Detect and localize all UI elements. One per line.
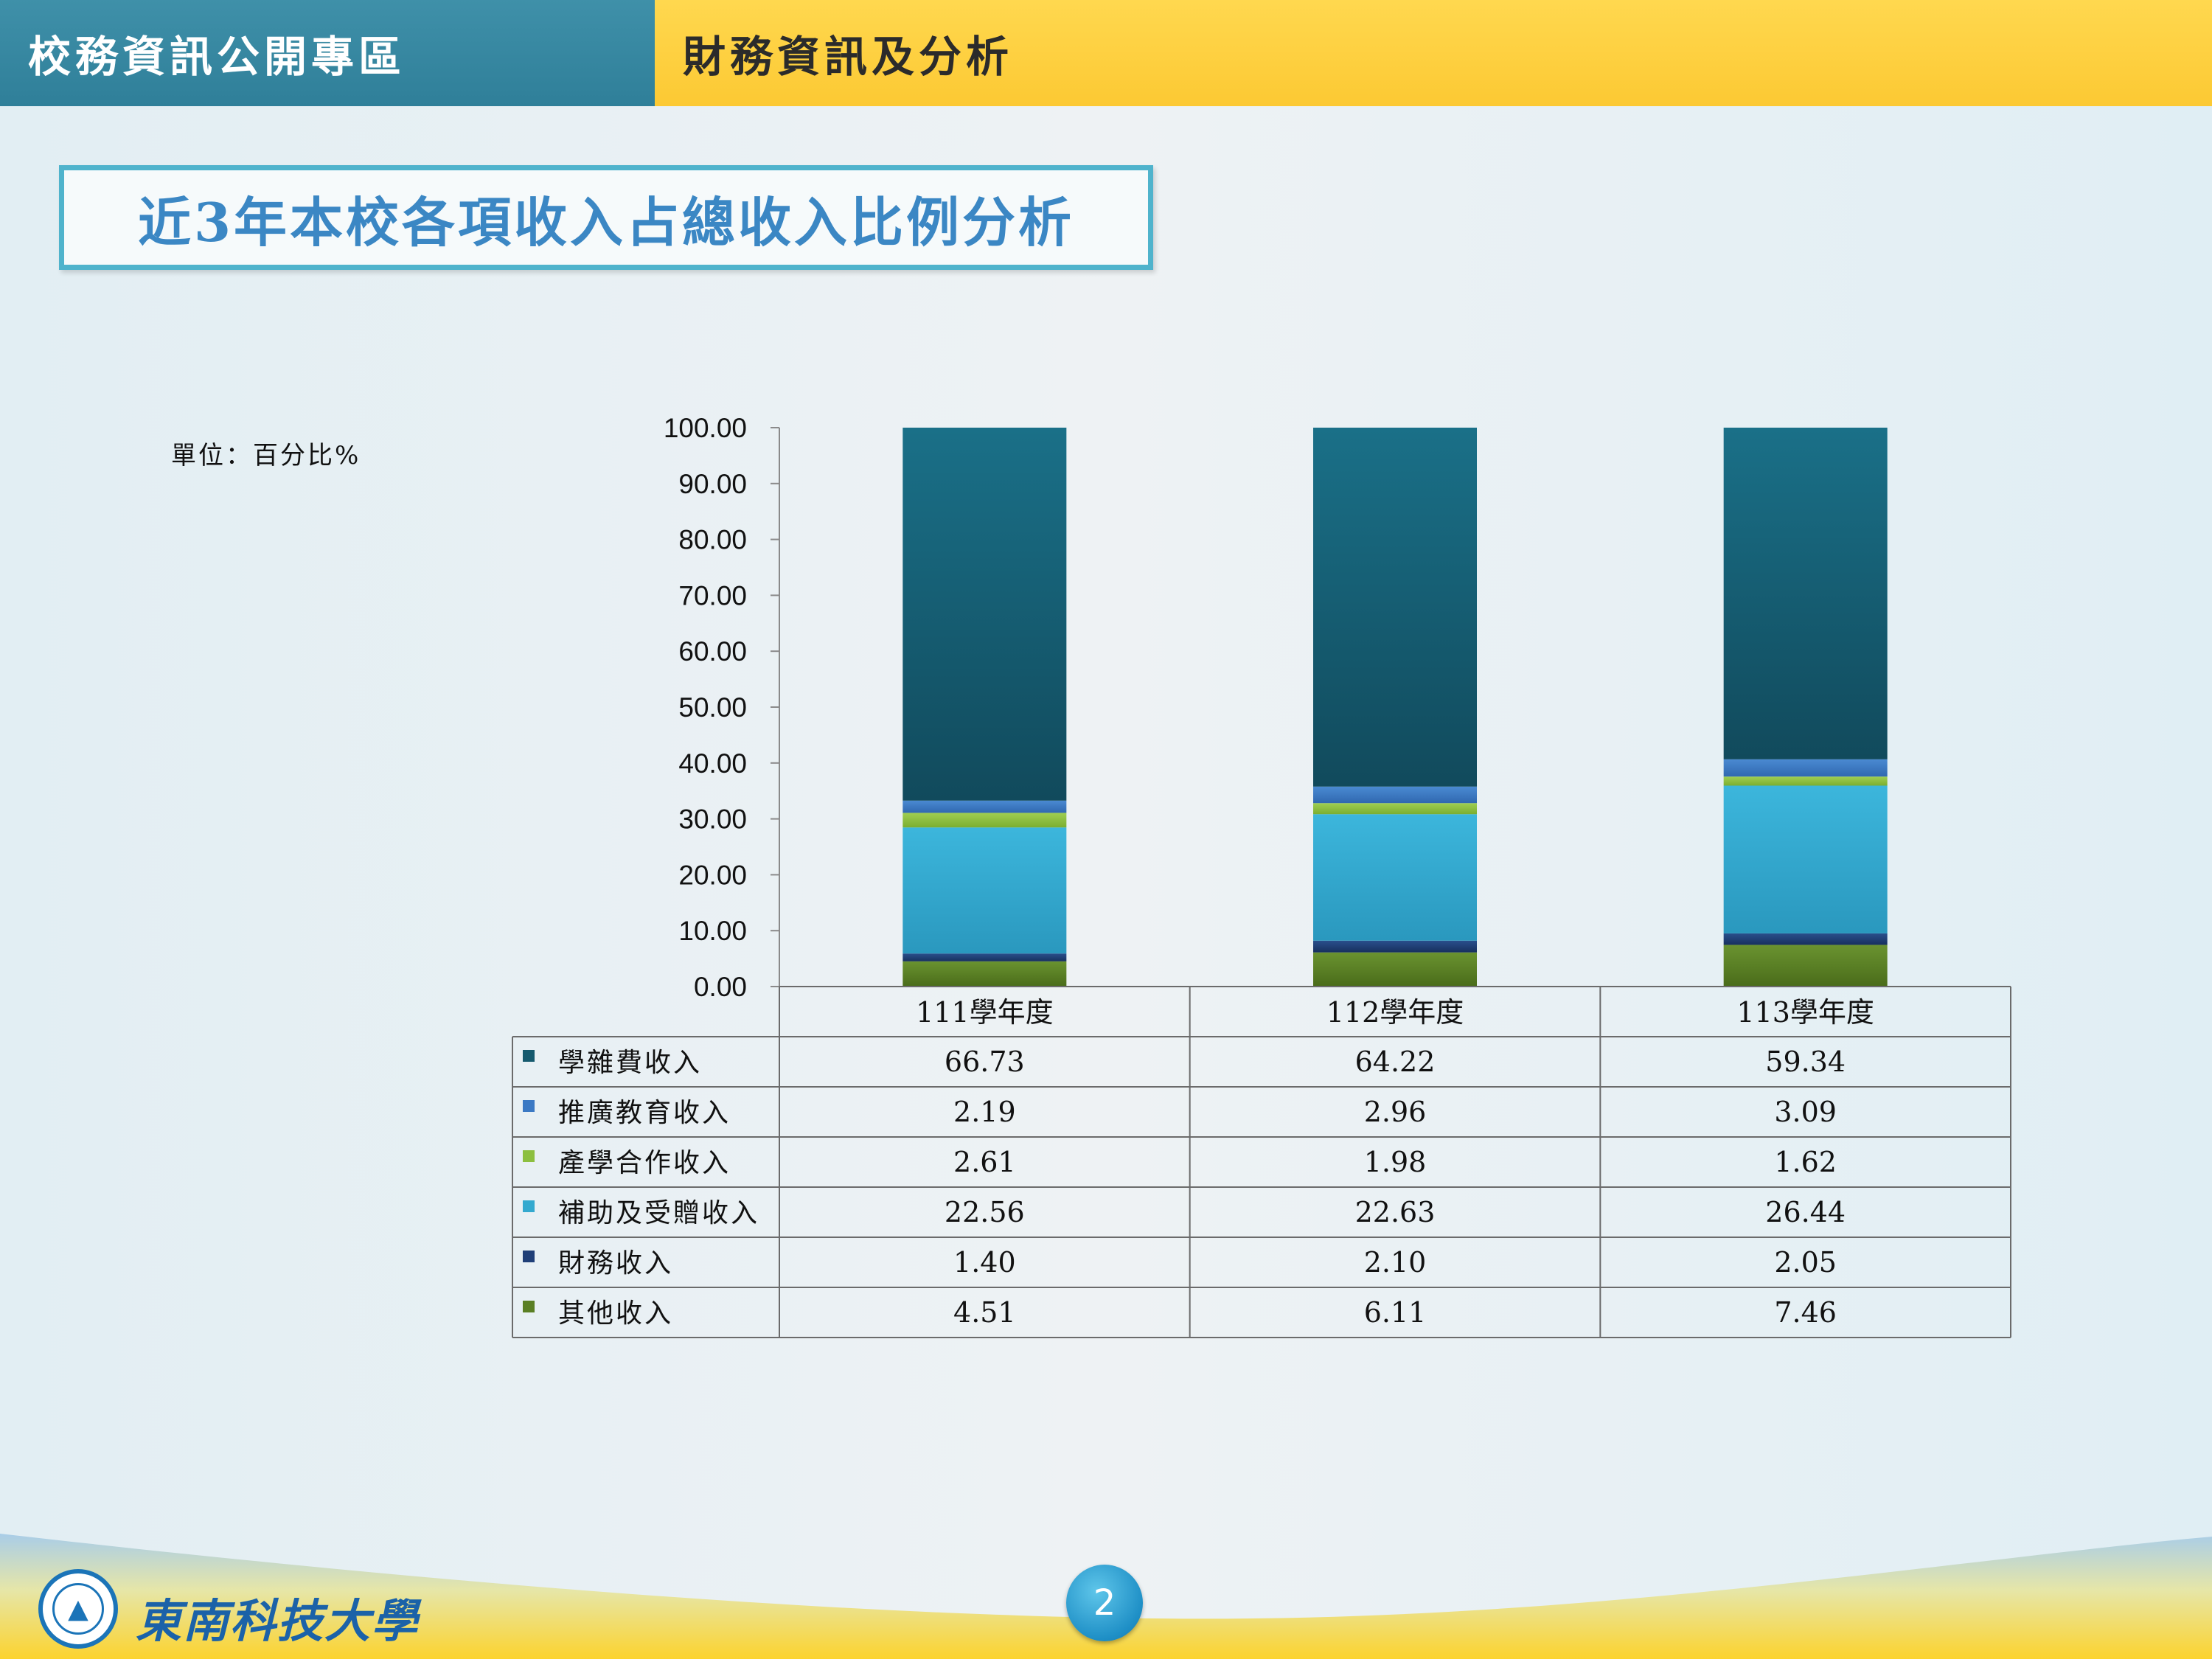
bar-segment: [1313, 803, 1477, 815]
bar-segment: [902, 428, 1067, 801]
data-table-value: 26.44: [1765, 1196, 1846, 1228]
bar-segment: [1313, 952, 1477, 987]
bar-segment: [902, 953, 1067, 961]
y-tick-label: 20.00: [678, 860, 747, 890]
school-name: 東南科技大學: [136, 1594, 420, 1648]
legend-label: 學雜費收入: [558, 1048, 702, 1078]
bar-segment: [1723, 945, 1888, 987]
bar-segment: [1723, 428, 1888, 759]
x-category-label: 111學年度: [916, 996, 1054, 1029]
legend-swatch: [523, 1200, 535, 1212]
data-table-value: 2.61: [953, 1146, 1016, 1178]
data-table-value: 59.34: [1765, 1046, 1846, 1078]
footer-wave: [0, 1534, 2212, 1659]
section-header-left-text: 校務資訊公開專區: [28, 32, 406, 82]
legend-label: 推廣教育收入: [558, 1098, 731, 1128]
y-tick-label: 30.00: [678, 804, 747, 835]
data-table-value: 2.96: [1364, 1096, 1427, 1128]
bar-segment: [1723, 776, 1888, 786]
x-category-label: 112學年度: [1326, 996, 1464, 1029]
data-table-value: 1.98: [1364, 1146, 1427, 1178]
data-table-value: 4.51: [953, 1296, 1016, 1329]
data-table-value: 2.05: [1774, 1246, 1837, 1279]
y-tick-label: 90.00: [678, 469, 747, 499]
page-number-badge: 2: [1066, 1565, 1143, 1641]
y-tick-label: 50.00: [678, 692, 747, 723]
data-table-value: 3.09: [1774, 1096, 1837, 1128]
bar-segment: [1313, 786, 1477, 804]
data-table-value: 1.62: [1774, 1146, 1837, 1178]
legend-label: 產學合作收入: [558, 1148, 731, 1178]
data-table-value: 6.11: [1364, 1296, 1427, 1329]
data-table-value: 64.22: [1355, 1046, 1436, 1078]
legend-swatch: [523, 1301, 535, 1312]
y-tick-label: 70.00: [678, 580, 747, 611]
legend-swatch: [523, 1050, 535, 1062]
legend-label: 財務收入: [558, 1248, 673, 1279]
bar-segment: [902, 827, 1067, 954]
data-table-value: 1.40: [953, 1246, 1016, 1279]
data-table-value: 2.19: [953, 1096, 1016, 1128]
unit-label: 單位：百分比%: [171, 441, 361, 470]
slide-title: 近3年本校各項收入占總收入比例分析: [137, 190, 1075, 254]
data-table-value: 2.10: [1364, 1246, 1427, 1279]
bar-segment: [1723, 759, 1888, 777]
bar-segment: [1313, 814, 1477, 941]
data-table-value: 7.46: [1774, 1296, 1837, 1329]
x-category-label: 113學年度: [1736, 996, 1874, 1029]
bar-segment: [902, 813, 1067, 828]
section-header-right-text: 財務資訊及分析: [683, 32, 1014, 82]
bar-segment: [1313, 428, 1477, 787]
school-logo: ▲: [38, 1569, 118, 1649]
legend-swatch: [523, 1150, 535, 1162]
y-tick-label: 10.00: [678, 916, 747, 946]
y-tick-label: 80.00: [678, 525, 747, 555]
y-tick-label: 60.00: [678, 636, 747, 667]
data-table-value: 22.63: [1355, 1196, 1436, 1228]
bar-segment: [902, 800, 1067, 813]
y-tick-label: 0.00: [694, 972, 747, 1002]
slide-title-box: 近3年本校各項收入占總收入比例分析: [59, 165, 1153, 270]
y-tick-label: 100.00: [664, 413, 747, 443]
tower-icon: ▲: [52, 1583, 104, 1635]
section-header-right: 財務資訊及分析: [655, 0, 2212, 106]
data-table-value: 66.73: [945, 1046, 1025, 1078]
legend-label: 其他收入: [558, 1298, 673, 1329]
data-table-value: 22.56: [945, 1196, 1025, 1228]
section-header-left: 校務資訊公開專區: [0, 0, 655, 106]
bar-segment: [1313, 940, 1477, 953]
legend-swatch: [523, 1251, 535, 1262]
bar-segment: [902, 961, 1067, 987]
legend-label: 補助及受贈收入: [558, 1198, 759, 1228]
bar-segment: [1723, 933, 1888, 945]
y-tick-label: 40.00: [678, 748, 747, 779]
bar-segment: [1723, 785, 1888, 933]
legend-swatch: [523, 1100, 535, 1112]
